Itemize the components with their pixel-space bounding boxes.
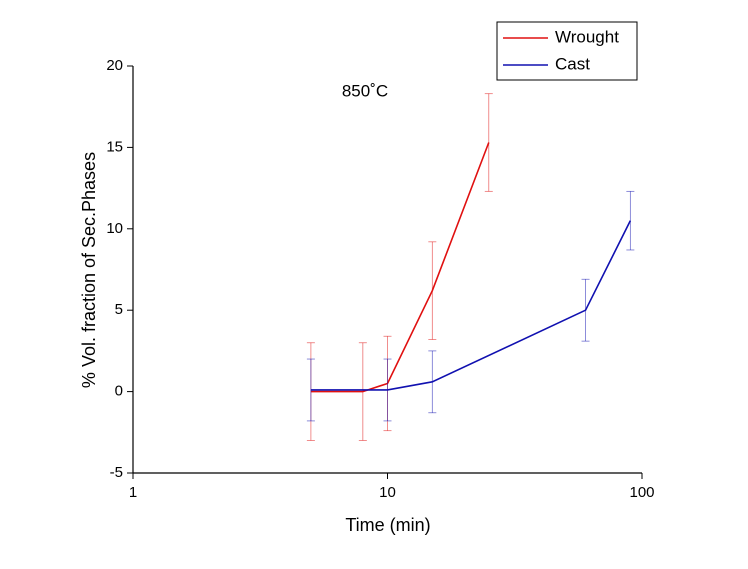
y-tick-label: 5	[115, 301, 123, 318]
legend-label: Cast	[555, 54, 590, 73]
x-tick-label: 100	[629, 484, 654, 501]
x-axis-label: Time (min)	[345, 515, 430, 535]
annotation: 850˚C	[342, 81, 388, 100]
y-tick-label: -5	[110, 464, 123, 481]
y-axis-label: % Vol. fraction of Sec.Phases	[79, 152, 99, 388]
series-line	[310, 220, 632, 391]
x-tick-label: 1	[129, 484, 137, 501]
legend-box	[496, 21, 638, 81]
y-tick-label: 15	[106, 138, 123, 155]
y-tick-label: 0	[115, 383, 123, 400]
legend-label: Wrought	[555, 27, 619, 46]
y-tick-label: 20	[106, 57, 123, 74]
series-line	[310, 142, 490, 393]
x-tick-label: 10	[379, 484, 396, 501]
y-tick-label: 10	[106, 220, 123, 237]
